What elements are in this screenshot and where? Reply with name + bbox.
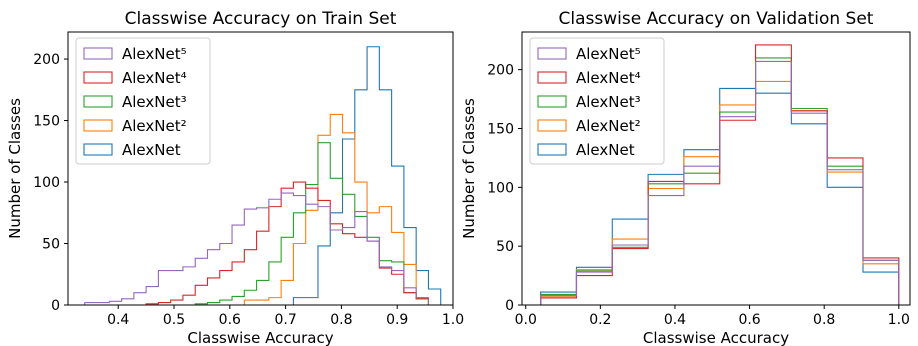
x-tick-label: 0.0 <box>515 312 537 328</box>
x-tick-label: 0.8 <box>813 312 835 328</box>
series-1-step-line <box>84 181 441 306</box>
legend-label: AlexNet <box>576 141 635 159</box>
y-tick-label: 100 <box>33 175 60 191</box>
x-tick-label: 0.2 <box>589 312 611 328</box>
legend-label: AlexNet² <box>576 117 641 135</box>
legend-swatch <box>537 47 567 60</box>
legend: AlexNet⁵ AlexNet⁴ AlexNet³ AlexNet² AlexNet <box>75 37 211 165</box>
y-tick-label: 50 <box>42 237 60 253</box>
legend-label: AlexNet³ <box>576 93 641 111</box>
y-tick-label: 50 <box>496 239 514 255</box>
legend-swatch <box>537 119 567 132</box>
series-2-step-line <box>84 142 441 306</box>
legend-swatch <box>83 119 113 132</box>
y-tick-label: 150 <box>487 121 514 137</box>
legend-label: AlexNet⁵ <box>576 45 641 63</box>
legend-swatch <box>83 71 113 84</box>
legend-box <box>75 37 211 165</box>
legend-box <box>529 37 665 165</box>
y-tick-label: 0 <box>505 298 514 314</box>
y-tick-label: 0 <box>51 298 60 314</box>
y-axis-label: Number of Classes <box>460 98 478 239</box>
x-tick-label: 1.0 <box>442 312 464 328</box>
x-tick-label: 0.9 <box>386 312 408 328</box>
y-tick-label: 200 <box>33 52 60 68</box>
x-tick-label: 0.6 <box>738 312 760 328</box>
x-tick-label: 0.8 <box>330 312 352 328</box>
x-axis-label: Classwise Accuracy <box>643 329 789 346</box>
y-tick-label: 100 <box>487 180 514 196</box>
legend-label: AlexNet² <box>122 117 187 135</box>
x-axis-label: Classwise Accuracy <box>187 329 333 346</box>
axes-frame <box>521 31 911 306</box>
y-axis-label: Number of Classes <box>6 98 24 239</box>
legend-swatch <box>83 95 113 108</box>
y-tick-label: 200 <box>487 63 514 79</box>
train-set-histogram: 0.4 0.5 0.6 0.7 0.8 0.9 1.0 0 50 100 150 200 Classwi… <box>6 9 464 346</box>
chart-title: Classwise Accuracy on Validation Set <box>559 9 874 29</box>
axes-frame <box>67 31 454 306</box>
legend-swatch <box>537 71 567 84</box>
y-tick-label: 150 <box>33 114 60 130</box>
legend-label: AlexNet⁴ <box>576 69 641 87</box>
series-0-step-line <box>84 192 441 306</box>
legend-label: AlexNet³ <box>122 93 187 111</box>
legend-label: AlexNet⁵ <box>122 45 187 63</box>
x-tick-label: 0.4 <box>664 312 686 328</box>
legend: AlexNet⁵ AlexNet⁴ AlexNet³ AlexNet² AlexNet <box>529 37 665 165</box>
series-0-step-line <box>540 60 900 305</box>
legend-label: AlexNet <box>122 141 181 159</box>
legend-label: AlexNet⁴ <box>122 69 187 87</box>
legend-swatch <box>537 95 567 108</box>
x-tick-label: 0.6 <box>219 312 241 328</box>
validation-set-histogram: 0.0 0.2 0.4 0.6 0.8 1.0 0 50 100 150 200 Classwise … <box>460 9 911 346</box>
x-tick-label: 1.0 <box>888 312 910 328</box>
x-tick-label: 0.7 <box>274 312 296 328</box>
legend-swatch <box>537 143 567 156</box>
x-tick-label: 0.5 <box>163 312 185 328</box>
chart-title: Classwise Accuracy on Train Set <box>125 9 397 29</box>
legend-swatch <box>83 47 113 60</box>
series-group <box>540 44 900 305</box>
legend-swatch <box>83 143 113 156</box>
x-tick-label: 0.4 <box>107 312 129 328</box>
